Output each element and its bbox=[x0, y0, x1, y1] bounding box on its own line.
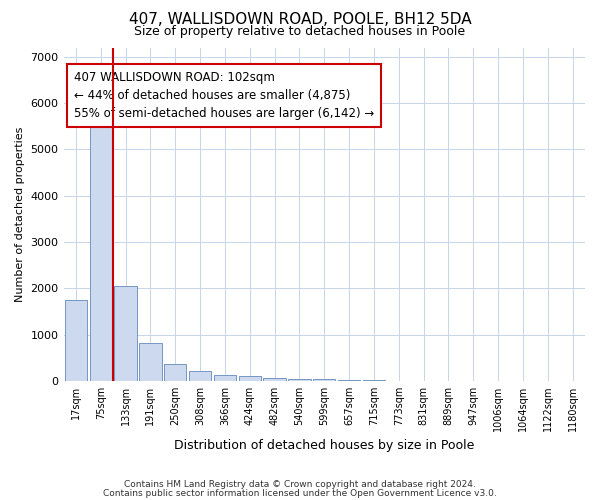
Text: 407 WALLISDOWN ROAD: 102sqm
← 44% of detached houses are smaller (4,875)
55% of : 407 WALLISDOWN ROAD: 102sqm ← 44% of det… bbox=[74, 71, 374, 120]
Bar bbox=[214, 375, 236, 381]
Bar bbox=[89, 114, 112, 381]
Text: Size of property relative to detached houses in Poole: Size of property relative to detached ho… bbox=[134, 25, 466, 38]
Bar bbox=[115, 286, 137, 381]
Bar bbox=[338, 380, 360, 381]
Bar bbox=[239, 376, 261, 381]
Bar bbox=[189, 370, 211, 381]
Bar bbox=[313, 380, 335, 381]
Bar bbox=[65, 300, 87, 381]
Bar bbox=[164, 364, 187, 381]
X-axis label: Distribution of detached houses by size in Poole: Distribution of detached houses by size … bbox=[174, 440, 475, 452]
Bar bbox=[263, 378, 286, 381]
Text: Contains HM Land Registry data © Crown copyright and database right 2024.: Contains HM Land Registry data © Crown c… bbox=[124, 480, 476, 489]
Y-axis label: Number of detached properties: Number of detached properties bbox=[15, 126, 25, 302]
Bar bbox=[139, 343, 161, 381]
Text: Contains public sector information licensed under the Open Government Licence v3: Contains public sector information licen… bbox=[103, 488, 497, 498]
Text: 407, WALLISDOWN ROAD, POOLE, BH12 5DA: 407, WALLISDOWN ROAD, POOLE, BH12 5DA bbox=[128, 12, 472, 28]
Bar bbox=[288, 378, 311, 381]
